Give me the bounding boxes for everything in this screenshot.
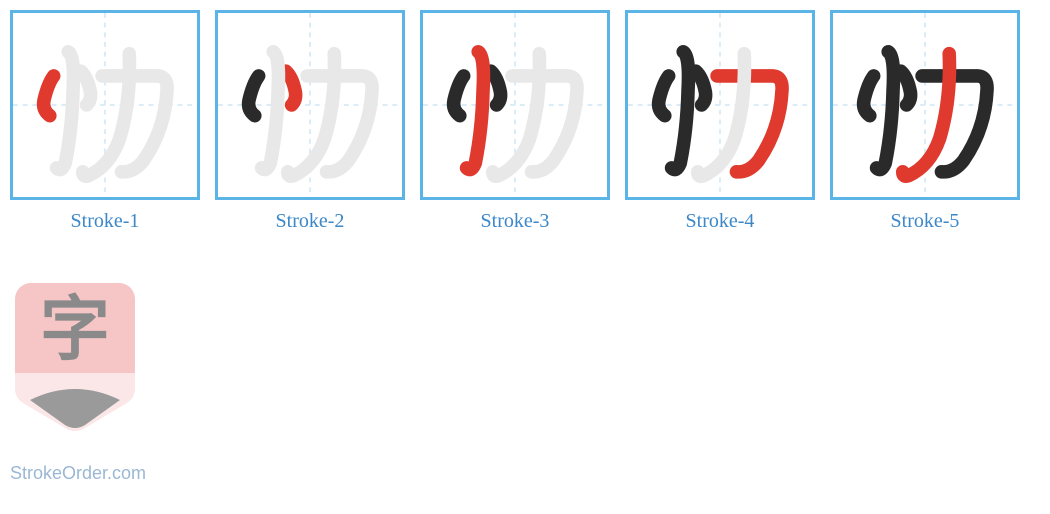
stroke-cell: Stroke-2: [215, 10, 405, 233]
stroke-tile-1: [10, 10, 200, 200]
stroke-path: [467, 52, 484, 170]
stroke-path: [81, 71, 91, 105]
glyph: [628, 13, 812, 197]
site-logo: 字: [10, 278, 140, 433]
stroke-caption: Stroke-2: [276, 210, 345, 233]
stroke-path: [696, 71, 706, 105]
glyph: [423, 13, 607, 197]
watermark-text: StrokeOrder.com: [10, 463, 146, 484]
stroke-path: [262, 52, 279, 170]
glyph: [833, 13, 1017, 197]
stroke-path: [491, 71, 501, 105]
stroke-path: [44, 76, 54, 116]
stroke-caption: Stroke-1: [71, 210, 140, 233]
stroke-cell: Stroke-5: [830, 10, 1020, 233]
stroke-cell: Stroke-1: [10, 10, 200, 233]
stroke-caption: Stroke-3: [481, 210, 550, 233]
stroke-tile-2: [215, 10, 405, 200]
stroke-path: [659, 76, 669, 116]
stroke-tile-5: [830, 10, 1020, 200]
stroke-path: [901, 71, 911, 105]
stroke-path: [877, 52, 894, 170]
stroke-cell: Stroke-4: [625, 10, 815, 233]
stroke-tile-3: [420, 10, 610, 200]
stroke-path: [286, 71, 296, 105]
stroke-path: [57, 52, 74, 170]
glyph: [218, 13, 402, 197]
glyph: [13, 13, 197, 197]
svg-text:字: 字: [40, 290, 110, 368]
stroke-caption: Stroke-5: [891, 210, 960, 233]
stroke-path: [672, 52, 689, 170]
stroke-cell: Stroke-3: [420, 10, 610, 233]
stroke-path: [454, 76, 464, 116]
stroke-path: [864, 76, 874, 116]
stroke-caption: Stroke-4: [686, 210, 755, 233]
stroke-tile-4: [625, 10, 815, 200]
stroke-path: [249, 76, 259, 116]
